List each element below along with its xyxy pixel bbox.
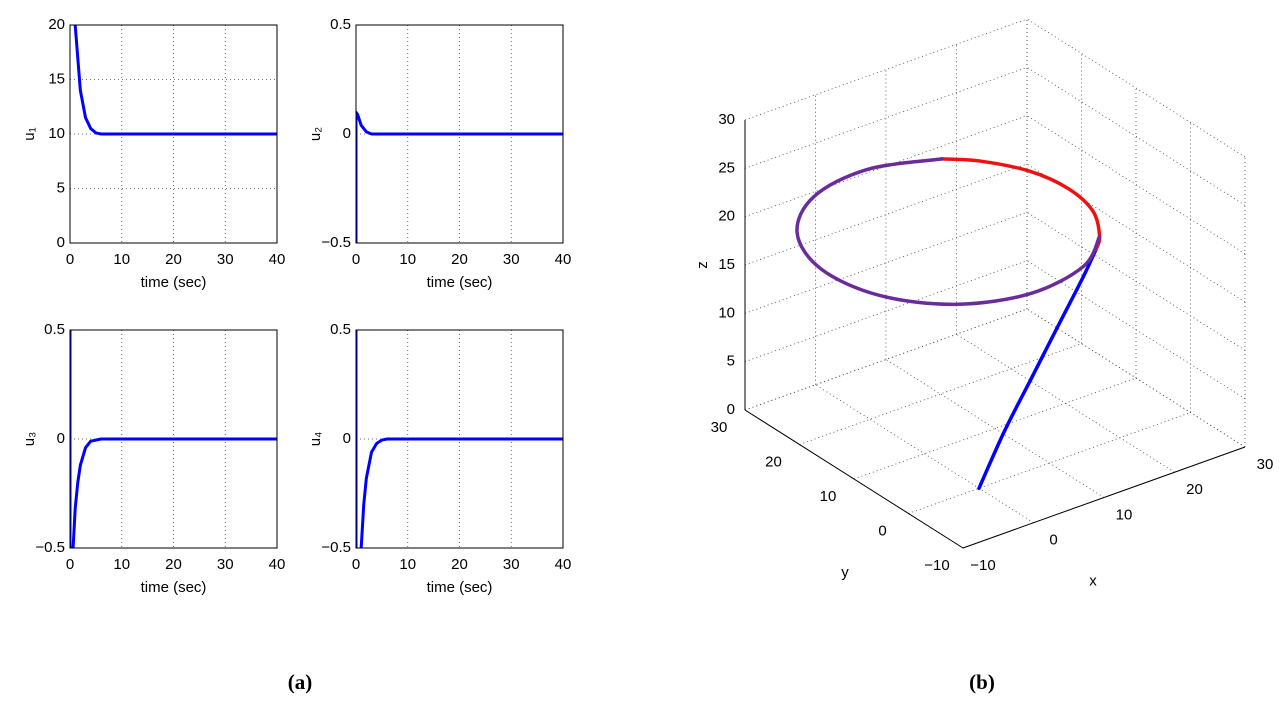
y-tick-label: 20 (765, 453, 782, 470)
z-tick-label: 30 (718, 111, 735, 128)
x-tick-label: −10 (970, 557, 995, 574)
x-tick-label: 20 (1186, 481, 1203, 498)
grid-line (799, 343, 1082, 445)
y-tick-label: −0.5 (321, 234, 351, 251)
y-tick-label: 0 (343, 125, 351, 142)
trajectory (940, 157, 1102, 251)
x-axis-label: x (1089, 572, 1097, 589)
y-tick-label: 0 (57, 234, 65, 251)
z-tick-label: 20 (718, 208, 735, 225)
y-tick-label: 0 (878, 522, 886, 539)
x-tick-label: 30 (217, 251, 234, 268)
y-tick-label: −0.5 (321, 539, 351, 556)
grid-line (885, 359, 1105, 498)
x-tick-label: 10 (1116, 506, 1133, 523)
axes-box (355, 329, 564, 549)
y-tick-label: −0.5 (35, 539, 65, 556)
x-tick-label: 0 (66, 556, 74, 573)
y-tick-label: 0 (57, 430, 65, 447)
y-axis-label: u₄ (307, 432, 324, 446)
z-axis-label: z (694, 261, 711, 269)
panel-label: (a) (288, 670, 313, 694)
x-axis-label: time (sec) (141, 274, 207, 291)
y-tick-label: 0.5 (44, 321, 65, 338)
x-tick-label: 10 (399, 251, 416, 268)
y-tick-label: 5 (57, 179, 65, 196)
x-tick-label: 0 (352, 251, 360, 268)
panel-label: (b) (969, 670, 995, 694)
x-tick-label: 20 (451, 556, 468, 573)
x-tick-label: 0 (1049, 532, 1057, 549)
z-tick-label: 25 (718, 159, 735, 176)
x-axis-label: time (sec) (427, 274, 493, 291)
y-axis-label: u₁ (21, 127, 38, 140)
x-axis-label: time (sec) (141, 579, 207, 596)
y-tick-label: 20 (48, 16, 65, 33)
z-tick-label: 15 (718, 256, 735, 273)
y-tick-label: 30 (711, 419, 728, 436)
axes-box (69, 24, 278, 244)
x-tick-label: 10 (113, 556, 130, 573)
x-axis-label: time (sec) (427, 579, 493, 596)
y-axis-label: u₃ (21, 432, 38, 446)
y-tick-label: 0.5 (330, 16, 351, 33)
y-axis-line (744, 409, 964, 549)
x-tick-label: 20 (165, 556, 182, 573)
y-axis-label: u₂ (307, 127, 324, 141)
axes-box (355, 24, 564, 244)
x-tick-label: 0 (352, 556, 360, 573)
data-line (356, 110, 563, 243)
x-tick-label: 30 (503, 556, 520, 573)
z-tick-label: 10 (718, 304, 735, 321)
axes-box (69, 329, 278, 549)
trajectory (795, 157, 1102, 307)
data-line (73, 25, 277, 136)
x-tick-label: 30 (1257, 456, 1274, 473)
y-tick-label: 15 (48, 70, 65, 87)
z-tick-label: 5 (727, 353, 735, 370)
y-axis-label: y (841, 564, 849, 581)
y-tick-label: 10 (820, 488, 837, 505)
x-tick-label: 10 (399, 556, 416, 573)
y-tick-label: 0.5 (330, 321, 351, 338)
x-tick-label: 30 (217, 556, 234, 573)
grid-line (744, 66, 1028, 169)
z-tick-label: 0 (727, 401, 735, 418)
data-line (70, 330, 277, 548)
x-tick-label: 20 (451, 251, 468, 268)
x-tick-label: 40 (555, 556, 572, 573)
data-line (356, 330, 563, 548)
x-tick-label: 30 (503, 251, 520, 268)
grid-line (853, 377, 1137, 480)
grid-line (744, 18, 1028, 121)
x-axis-line (962, 446, 1246, 549)
grid-line (815, 384, 1034, 524)
y-tick-label: −10 (924, 557, 949, 574)
x-tick-label: 40 (269, 556, 286, 573)
x-tick-label: 0 (66, 251, 74, 268)
y-tick-label: 0 (343, 430, 351, 447)
x-tick-label: 40 (555, 251, 572, 268)
x-tick-label: 10 (113, 251, 130, 268)
trajectory (977, 247, 1098, 490)
x-tick-label: 40 (269, 251, 286, 268)
x-tick-label: 20 (165, 251, 182, 268)
grid-line (1026, 18, 1246, 158)
y-tick-label: 10 (48, 125, 65, 142)
